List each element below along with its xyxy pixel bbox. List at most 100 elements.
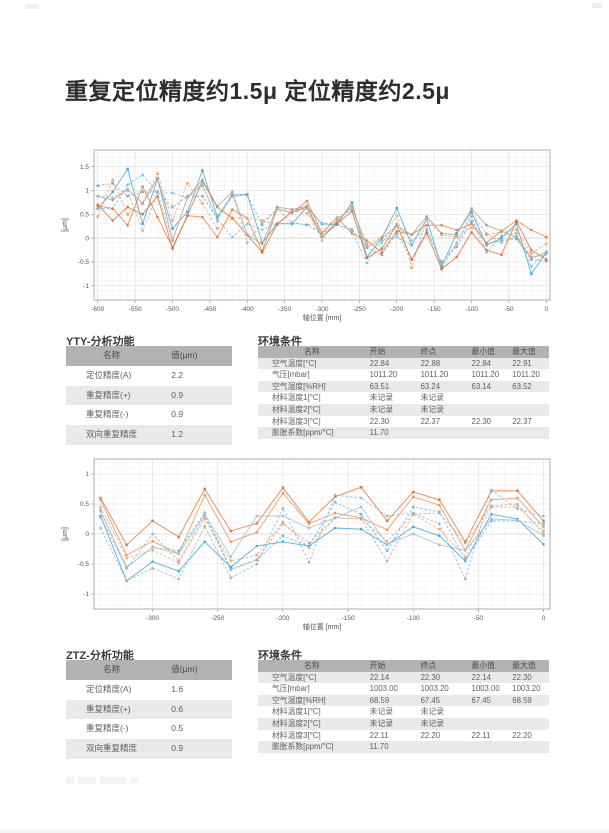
svg-text:-200: -200 (276, 615, 289, 622)
svg-text:-1: -1 (83, 591, 89, 598)
svg-text:-100: -100 (407, 615, 420, 622)
table-header-cell: 最大值 (512, 661, 536, 670)
svg-text:-150: -150 (342, 615, 355, 622)
table-header-row: 名称 开始 终点 最小值 最大值 (258, 660, 549, 672)
table-cell: 22.37 (420, 416, 441, 426)
table-cell: 重复精度(-) (86, 409, 129, 420)
table-cell: 0.9 (171, 389, 184, 400)
svg-text:0: 0 (544, 306, 548, 313)
footer-watermark (66, 777, 138, 784)
table-cell: 22.91 (512, 358, 532, 368)
table-cell (417, 427, 468, 439)
table-row: 空气湿度[%RH] 63.51 63.24 63.14 63.52 (258, 380, 549, 393)
table-cell (468, 706, 509, 718)
table-cell: 1011.20 (512, 370, 540, 380)
table-cell: 22.30 (420, 672, 441, 682)
svg-text:-500: -500 (166, 306, 179, 313)
table-row: 材料温度1[°C] 未记录 未记录 (258, 392, 549, 404)
table-header-cell: 名称 (304, 661, 320, 670)
table-cell: 未记录 (369, 707, 394, 717)
table-cell: 22.11 (369, 730, 389, 740)
table-cell: 63.24 (420, 381, 441, 391)
ztz-position-error-chart: -300 -250 -200 -150 -100 -50 0 -1 -0.5 0 0.5 1 轴位置 [… (58, 455, 554, 637)
svg-text:0: 0 (85, 235, 89, 242)
table-cell: 22.20 (512, 730, 532, 740)
table-cell (508, 718, 549, 730)
table-row: 重复精度(-) 0.9 (66, 405, 232, 425)
table-row: 双向重复精度 0.9 (66, 739, 232, 759)
svg-text:轴位置 [mm]: 轴位置 [mm] (303, 622, 342, 631)
table-cell: 重复精度(-) (86, 723, 129, 734)
svg-text:-250: -250 (353, 306, 366, 313)
table-cell: 63.52 (512, 381, 532, 391)
table-cell: 材料温度1[°C] (272, 393, 321, 403)
ztz-analysis-table: 名称 值(μm) 定位精度(A) 1.6 重复精度(+) 0.6 重复精度(-) 0.5 双向重… (66, 660, 232, 759)
table-cell (508, 706, 549, 718)
table-cell: 材料温度2[°C] (272, 718, 321, 728)
table-cell: 22.20 (420, 730, 441, 740)
table-row: 气压[mbar] 1003.00 1003.20 1003.00 1003.20 (258, 683, 549, 695)
table-cell: 定位精度(A) (86, 369, 132, 380)
table-row: 材料温度3[°C] 22.30 22.37 22.30 22.37 (258, 416, 549, 428)
table-cell: 2.2 (171, 369, 184, 380)
table-cell: 膨胀系数[ppm/°C] (272, 428, 334, 438)
table-header-row: 名称 值(μm) (66, 346, 232, 366)
svg-text:-0.5: -0.5 (78, 259, 90, 266)
table-cell: 1011.20 (369, 370, 398, 380)
table-header-cell: 最小值 (471, 661, 495, 670)
table-row: 膨胀系数[ppm/°C] 11.70 (258, 427, 549, 439)
table-cell: 0.9 (171, 409, 184, 420)
table-cell: 未记录 (420, 404, 444, 414)
table-header-cell: 值(μm) (171, 664, 198, 674)
table-cell: 1.6 (171, 683, 184, 694)
table-cell: 未记录 (420, 393, 444, 403)
table-cell: 材料温度1[°C] (272, 707, 321, 717)
table-header-cell: 最大值 (512, 347, 536, 356)
svg-text:-0.5: -0.5 (78, 561, 90, 568)
table-cell: 11.70 (369, 742, 389, 752)
table-cell: 22.30 (512, 672, 532, 682)
table-header-cell: 名称 (103, 350, 121, 360)
svg-text:-50: -50 (474, 615, 484, 622)
svg-text:-600: -600 (91, 306, 104, 313)
table-cell: 1011.20 (471, 370, 500, 380)
table-cell: 1011.20 (420, 370, 449, 380)
table-cell: 双向重复精度 (86, 429, 138, 440)
svg-text:0: 0 (542, 615, 546, 622)
table-cell: 68.59 (369, 695, 390, 705)
corner-mark (592, 3, 602, 8)
table-row: 气压[mbar] 1011.20 1011.20 1011.20 1011.20 (258, 369, 549, 381)
table-cell: 气压[mbar] (272, 370, 310, 380)
svg-text:-350: -350 (278, 306, 291, 313)
table-header-cell: 终点 (420, 347, 437, 356)
svg-text:-100: -100 (465, 306, 478, 313)
svg-text:0: 0 (85, 531, 89, 538)
table-header-cell: 名称 (304, 347, 320, 356)
table-cell (508, 427, 549, 439)
table-cell: 未记录 (420, 718, 444, 728)
table-cell: 22.84 (369, 358, 390, 368)
table-cell: 22.84 (471, 358, 492, 368)
env-conditions-title-2: 环境条件 (258, 650, 302, 662)
svg-text:1: 1 (85, 471, 89, 478)
table-cell: 重复精度(+) (86, 389, 131, 400)
table-row: 定位精度(A) 1.6 (66, 680, 232, 700)
table-cell: 1003.20 (512, 684, 541, 694)
svg-text:-450: -450 (203, 306, 216, 313)
table-cell: 22.11 (471, 730, 491, 740)
table-row: 重复精度(+) 0.9 (66, 385, 232, 406)
table-header-cell: 终点 (420, 661, 437, 670)
table-cell: 重复精度(+) (86, 703, 131, 714)
table-cell: 空气温度[°C] (272, 358, 317, 368)
svg-text:-250: -250 (211, 615, 224, 622)
table-cell: 未记录 (420, 707, 444, 717)
table-row: 材料温度1[°C] 未记录 未记录 (258, 706, 549, 718)
table-cell: 未记录 (369, 718, 394, 728)
table-cell: 22.88 (420, 358, 441, 368)
table-cell: 膨胀系数[ppm/°C] (272, 742, 334, 752)
table-row: 重复精度(-) 0.5 (66, 719, 232, 739)
table-cell: 双向重复精度 (86, 743, 138, 754)
env-conditions-title-1: 环境条件 (258, 336, 302, 348)
env-conditions-table-1: 名称 开始 终点 最小值 最大值 空气温度[°C] 22.84 22.88 22.84 22.91… (258, 346, 549, 439)
